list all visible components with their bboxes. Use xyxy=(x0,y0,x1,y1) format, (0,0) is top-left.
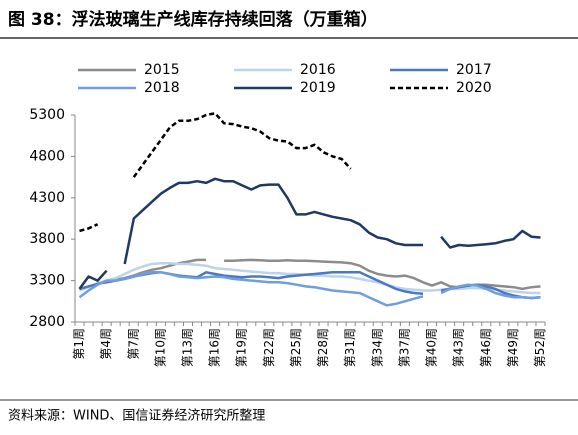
series-line xyxy=(79,261,541,295)
series-line xyxy=(79,112,352,233)
legend-label: 2020 xyxy=(456,80,492,96)
y-tick-label: 4300 xyxy=(29,190,65,206)
x-tick-label: 第28周 xyxy=(316,328,330,367)
x-tick-label: 第7周 xyxy=(126,328,140,360)
x-tick-label: 第52周 xyxy=(533,328,547,367)
x-tick-label: 第43周 xyxy=(452,328,466,367)
x-tick-label: 第31周 xyxy=(343,328,357,367)
x-tick-label: 第10周 xyxy=(153,328,167,367)
y-tick-label: 4800 xyxy=(29,148,65,164)
x-tick-label: 第25周 xyxy=(289,328,303,367)
source: 资料来源：WIND、国信证券经济研究所整理 xyxy=(8,408,265,424)
x-tick-label: 第37周 xyxy=(397,328,411,367)
chart-title: 图 38：浮法玻璃生产线库存持续回落（万重箱） xyxy=(8,9,378,30)
x-tick-label: 第16周 xyxy=(208,328,222,367)
legend-label: 2018 xyxy=(144,80,180,96)
legend-label: 2019 xyxy=(300,80,336,96)
legend-label: 2017 xyxy=(456,62,492,78)
legend-label: 2015 xyxy=(144,62,180,78)
x-tick-label: 第4周 xyxy=(99,328,113,360)
x-tick-label: 第19周 xyxy=(235,328,249,367)
x-tick-label: 第49周 xyxy=(506,328,520,367)
x-tick-label: 第46周 xyxy=(479,328,493,367)
series-line xyxy=(78,271,541,307)
x-tick-label: 第34周 xyxy=(370,328,384,367)
y-tick-label: 3300 xyxy=(29,273,65,289)
series-line xyxy=(78,177,541,290)
y-tick-label: 5300 xyxy=(29,107,65,123)
x-tick-label: 第1周 xyxy=(72,328,86,360)
y-tick-label: 2800 xyxy=(29,314,65,330)
x-tick-label: 第22周 xyxy=(262,328,276,367)
legend-label: 2016 xyxy=(300,62,336,78)
x-tick-label: 第13周 xyxy=(180,328,194,367)
x-tick-label: 第40周 xyxy=(425,328,439,367)
y-tick-label: 3800 xyxy=(29,231,65,247)
